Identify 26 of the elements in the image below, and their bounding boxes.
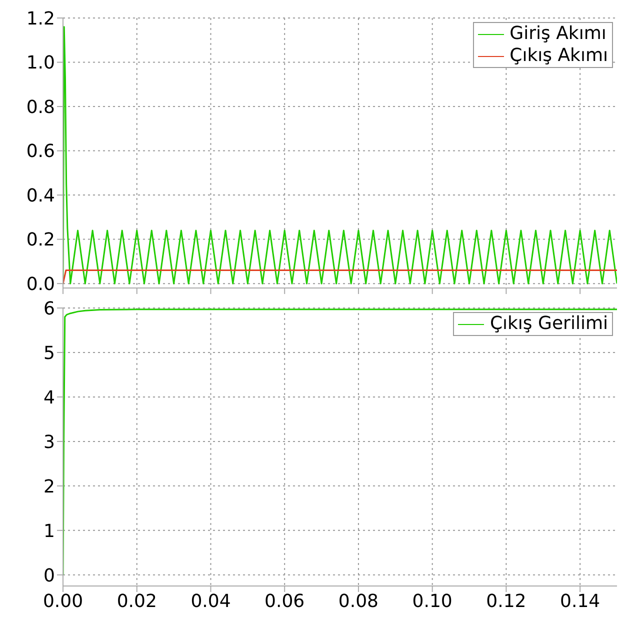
legend-label: Çıkış Akımı <box>510 45 608 67</box>
y-tick-label: 4 <box>44 387 55 408</box>
y-tick-label: 1.2 <box>26 8 55 30</box>
x-tick-label: 0.00 <box>42 590 84 612</box>
y-tick-label: 0.6 <box>26 141 55 162</box>
x-tick-label: 0.10 <box>412 590 452 612</box>
y-tick-label: 0.8 <box>26 96 55 118</box>
x-tick-label: 0.04 <box>190 590 231 612</box>
x-tick-label: 0.14 <box>560 590 600 612</box>
x-tick-label: 0.12 <box>486 590 526 612</box>
y-tick-label: 6 <box>44 298 55 320</box>
line-series <box>63 26 617 284</box>
y-tick-label: 1 <box>44 520 55 542</box>
y-tick-label: 5 <box>44 342 55 364</box>
x-tick-label: 0.02 <box>116 590 157 612</box>
legend-label: Giriş Akımı <box>510 23 606 45</box>
y-tick-label: 3 <box>44 432 55 453</box>
x-tick-label: 0.08 <box>338 590 379 612</box>
y-tick-label: 0.0 <box>26 274 55 295</box>
y-tick-label: 0.2 <box>26 230 55 251</box>
y-tick-label: 2 <box>44 476 55 498</box>
legend-label: Çıkış Gerilimi <box>490 313 608 335</box>
y-tick-label: 0 <box>44 565 55 586</box>
y-tick-label: 1.0 <box>26 52 55 74</box>
y-tick-label: 0.4 <box>26 185 55 206</box>
x-tick-label: 0.06 <box>264 590 305 612</box>
